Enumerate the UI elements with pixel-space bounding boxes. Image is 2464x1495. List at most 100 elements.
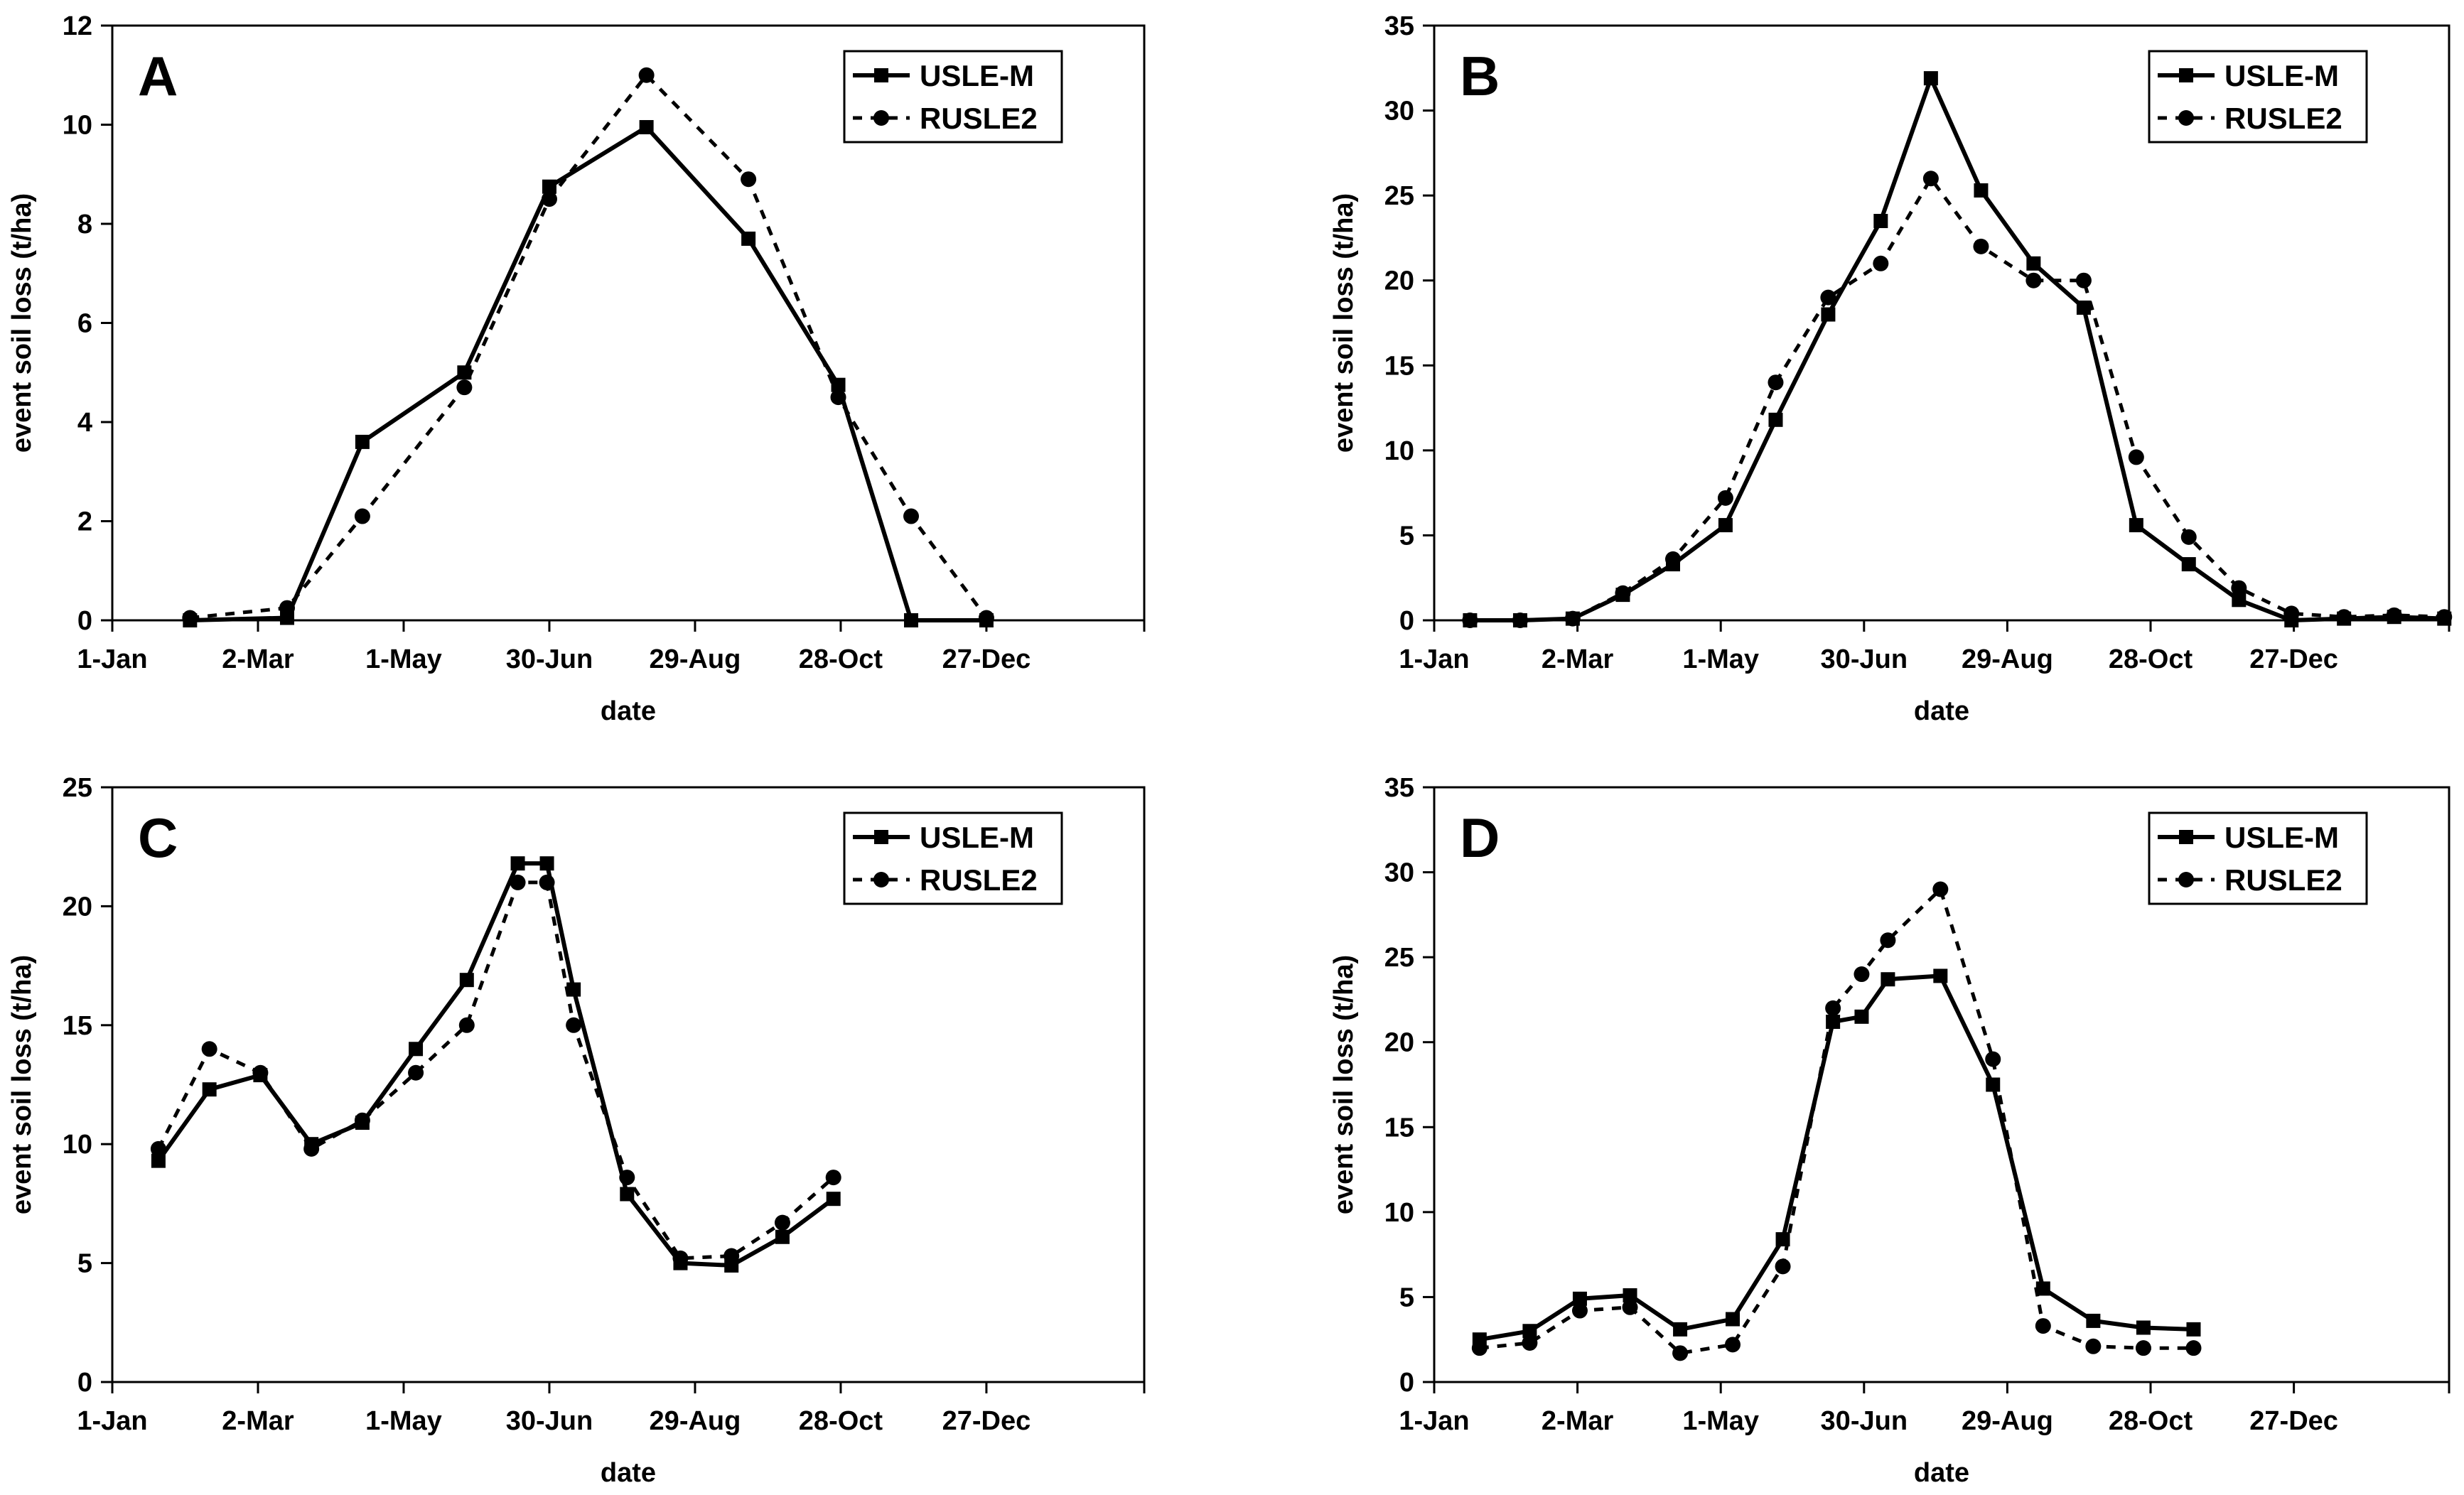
legend-swatch-square xyxy=(874,68,888,82)
x-tick-label: 1-Jan xyxy=(77,1406,147,1436)
x-tick-label: 30-Jun xyxy=(506,644,593,674)
panel-letter: C xyxy=(138,806,178,869)
y-tick-label: 20 xyxy=(1384,1028,1414,1058)
data-point-square xyxy=(253,1068,268,1083)
panel-letter: B xyxy=(1460,45,1500,107)
data-point-square xyxy=(1873,214,1888,229)
y-tick-label: 0 xyxy=(1399,1368,1414,1398)
data-point-square xyxy=(673,1256,688,1270)
data-point-circle xyxy=(1880,932,1896,949)
data-point-square xyxy=(2086,1313,2101,1328)
data-point-square xyxy=(2284,613,2299,627)
x-tick-label: 28-Oct xyxy=(799,644,883,674)
data-point-circle xyxy=(1571,1302,1588,1319)
y-axis-label: event soil loss (t/ha) xyxy=(1329,193,1359,453)
series-line xyxy=(1479,973,2194,1342)
data-point-square xyxy=(1512,613,1527,627)
data-point-circle xyxy=(2135,1340,2151,1356)
y-tick-label: 15 xyxy=(1384,351,1414,381)
data-point-square xyxy=(724,1258,739,1273)
data-point-square xyxy=(1623,1288,1637,1303)
y-tick-label: 10 xyxy=(63,1130,92,1160)
series-usle-m xyxy=(151,856,841,1273)
panel-b: 0 5 10 15 20 25 30 35 1-Jan 2-Mar 1-May 30-Jun 29-Au… xyxy=(1329,11,2453,726)
y-tick-label: 12 xyxy=(63,11,92,41)
legend-label: USLE-M xyxy=(2224,821,2339,854)
data-point-square xyxy=(2035,1281,2050,1296)
y-tick-label: 15 xyxy=(1384,1113,1414,1143)
data-point-circle xyxy=(510,874,526,890)
x-tick-label: 28-Oct xyxy=(2109,1406,2193,1436)
data-point-circle xyxy=(2035,1318,2051,1334)
data-point-square xyxy=(304,1137,319,1152)
data-point-square xyxy=(2337,611,2352,626)
data-point-circle xyxy=(1985,1051,2001,1067)
x-tick-label: 27-Dec xyxy=(2249,644,2338,674)
data-point-circle xyxy=(1820,289,1836,306)
y-tick-label: 6 xyxy=(77,309,92,339)
data-point-circle xyxy=(1932,881,1949,897)
x-axis-label: date xyxy=(1914,696,1969,726)
legend-label: USLE-M xyxy=(920,821,1034,854)
legend-box xyxy=(2148,50,2368,144)
data-point-square xyxy=(1821,307,1836,322)
y-tick-label: 20 xyxy=(63,892,92,922)
x-tick-label: 2-Mar xyxy=(222,644,294,674)
series-line xyxy=(1479,885,2194,1355)
series-usle-m xyxy=(183,119,994,627)
x-tick-label: 30-Jun xyxy=(1821,644,1908,674)
legend-box xyxy=(843,811,1063,905)
y-tick-label: 4 xyxy=(77,408,92,438)
data-point-square xyxy=(831,377,846,392)
x-tick-label: 1-Jan xyxy=(1399,1406,1469,1436)
x-tick-label: 29-Aug xyxy=(1962,644,2053,674)
legend-label: USLE-M xyxy=(920,59,1034,92)
data-point-square xyxy=(2136,1320,2151,1335)
panel-letter: A xyxy=(138,45,178,107)
y-tick-label: 8 xyxy=(77,210,92,239)
data-point-circle xyxy=(2231,580,2247,596)
data-point-square xyxy=(979,613,994,627)
y-tick-label: 15 xyxy=(63,1011,92,1041)
data-point-square xyxy=(542,179,556,194)
legend-swatch-square xyxy=(874,830,888,844)
data-point-square xyxy=(2129,518,2143,533)
y-axis-label: event soil loss (t/ha) xyxy=(7,193,37,453)
data-point-square xyxy=(510,856,525,871)
data-point-square xyxy=(904,613,919,627)
data-point-square xyxy=(1881,972,1895,987)
data-point-square xyxy=(620,1187,635,1202)
data-point-square xyxy=(1673,1322,1688,1337)
legend: USLE-M RUSLE2 xyxy=(843,811,1063,905)
data-point-square xyxy=(1768,412,1783,427)
panel-c: 0 5 10 15 20 25 1-Jan 2-Mar 1-May 30-Jun 29-Aug 28-… xyxy=(7,773,1146,1488)
x-axis-label: date xyxy=(1914,1458,1969,1488)
data-point-circle xyxy=(2085,1338,2102,1354)
legend-label: RUSLE2 xyxy=(920,102,1038,135)
x-tick-label: 28-Oct xyxy=(2109,644,2193,674)
x-axis-label: date xyxy=(601,1458,656,1488)
data-point-circle xyxy=(408,1064,424,1081)
data-point-circle xyxy=(2180,529,2197,545)
data-point-square xyxy=(1974,183,1989,198)
data-point-square xyxy=(1522,1324,1537,1339)
data-point-square xyxy=(1572,1291,1587,1306)
legend: USLE-M RUSLE2 xyxy=(2148,811,2368,905)
data-point-square xyxy=(457,365,472,380)
y-tick-label: 20 xyxy=(1384,266,1414,296)
data-point-square xyxy=(1986,1077,2001,1092)
data-point-square xyxy=(775,1229,790,1244)
panel-d: 0 5 10 15 20 25 30 35 1-Jan 2-Mar 1-May 30-Jun 29-Au… xyxy=(1329,773,2450,1488)
data-point-square xyxy=(1923,71,1938,86)
data-point-circle xyxy=(456,379,473,396)
data-point-circle xyxy=(1768,374,1784,391)
data-point-circle xyxy=(1854,966,1870,983)
data-point-square xyxy=(2387,610,2401,625)
y-tick-label: 5 xyxy=(1399,1283,1414,1312)
data-point-circle xyxy=(903,508,920,524)
series-usle-m xyxy=(1463,71,2452,627)
data-point-circle xyxy=(1825,1000,1841,1016)
data-point-circle xyxy=(354,508,370,524)
data-point-circle xyxy=(825,1170,841,1186)
series-usle-m xyxy=(1472,968,2201,1347)
